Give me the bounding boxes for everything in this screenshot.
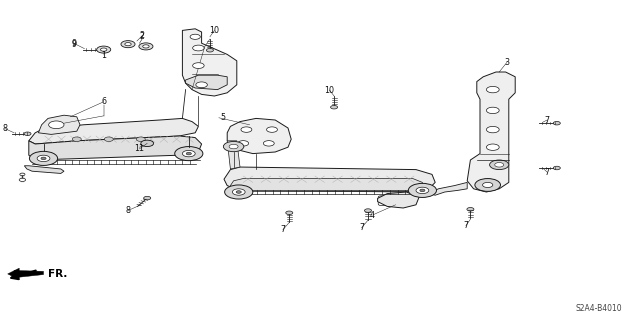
Circle shape — [24, 132, 31, 136]
Circle shape — [475, 179, 500, 191]
Polygon shape — [224, 167, 435, 192]
Text: 2: 2 — [140, 32, 145, 41]
Text: 7: 7 — [280, 225, 285, 234]
Circle shape — [125, 43, 131, 46]
Polygon shape — [14, 270, 44, 278]
Circle shape — [19, 178, 26, 181]
Text: S2A4-B4010: S2A4-B4010 — [575, 304, 622, 313]
Circle shape — [486, 126, 499, 133]
Text: 7: 7 — [545, 168, 550, 177]
Circle shape — [486, 86, 499, 93]
Circle shape — [483, 182, 493, 188]
Circle shape — [467, 207, 474, 211]
Circle shape — [236, 191, 241, 193]
Text: 6: 6 — [101, 97, 106, 106]
Circle shape — [29, 151, 58, 165]
Circle shape — [141, 140, 154, 147]
Polygon shape — [227, 118, 291, 154]
Circle shape — [420, 189, 425, 192]
Circle shape — [136, 137, 145, 141]
Text: FR.: FR. — [48, 269, 67, 279]
Circle shape — [264, 141, 275, 146]
Circle shape — [97, 46, 111, 53]
Circle shape — [408, 183, 436, 197]
Circle shape — [495, 163, 504, 167]
Polygon shape — [227, 141, 240, 169]
Circle shape — [49, 121, 64, 129]
Text: 1: 1 — [101, 51, 106, 60]
Circle shape — [186, 152, 191, 155]
Circle shape — [143, 45, 149, 48]
Circle shape — [104, 137, 113, 141]
Circle shape — [416, 187, 429, 194]
Polygon shape — [29, 118, 198, 144]
Circle shape — [182, 150, 195, 157]
Circle shape — [121, 41, 135, 48]
Text: 11: 11 — [134, 144, 145, 153]
Polygon shape — [186, 75, 227, 90]
Text: 10: 10 — [324, 86, 335, 95]
Polygon shape — [467, 72, 515, 192]
Circle shape — [193, 45, 204, 51]
Circle shape — [490, 160, 509, 170]
Text: 4: 4 — [370, 211, 375, 220]
Circle shape — [98, 48, 105, 52]
Circle shape — [193, 63, 204, 68]
Polygon shape — [429, 182, 467, 195]
Circle shape — [238, 141, 248, 146]
Text: 7: 7 — [463, 221, 468, 230]
Polygon shape — [182, 29, 237, 96]
Text: 8: 8 — [3, 124, 8, 133]
Circle shape — [232, 189, 245, 195]
Text: 2: 2 — [140, 31, 145, 40]
Circle shape — [267, 127, 278, 132]
Polygon shape — [38, 115, 80, 134]
Circle shape — [553, 122, 561, 125]
Circle shape — [190, 34, 200, 39]
Text: 9: 9 — [71, 39, 76, 48]
Circle shape — [225, 185, 253, 199]
Polygon shape — [378, 192, 419, 208]
Circle shape — [41, 157, 46, 160]
Text: 9: 9 — [72, 40, 77, 49]
Circle shape — [175, 147, 203, 161]
Text: 7: 7 — [545, 116, 550, 124]
Polygon shape — [24, 166, 64, 173]
Polygon shape — [8, 268, 19, 280]
Polygon shape — [230, 179, 422, 191]
Circle shape — [100, 48, 107, 51]
Circle shape — [37, 155, 50, 162]
Circle shape — [486, 107, 499, 114]
Circle shape — [229, 144, 238, 149]
Circle shape — [553, 166, 561, 170]
Polygon shape — [29, 136, 202, 160]
Circle shape — [223, 141, 244, 152]
Text: 5: 5 — [220, 113, 225, 122]
Polygon shape — [141, 140, 153, 147]
Circle shape — [72, 137, 81, 141]
Circle shape — [285, 211, 292, 215]
Circle shape — [196, 82, 207, 88]
Circle shape — [331, 106, 338, 109]
Text: 3: 3 — [504, 58, 509, 67]
Circle shape — [206, 49, 214, 52]
Circle shape — [139, 43, 153, 50]
Text: 8: 8 — [125, 206, 131, 215]
Circle shape — [241, 127, 252, 132]
Circle shape — [20, 173, 25, 176]
Circle shape — [143, 196, 151, 200]
Circle shape — [365, 209, 371, 212]
Text: 10: 10 — [209, 26, 220, 35]
Circle shape — [486, 144, 499, 150]
FancyBboxPatch shape — [378, 196, 412, 205]
Text: 7: 7 — [359, 223, 364, 232]
